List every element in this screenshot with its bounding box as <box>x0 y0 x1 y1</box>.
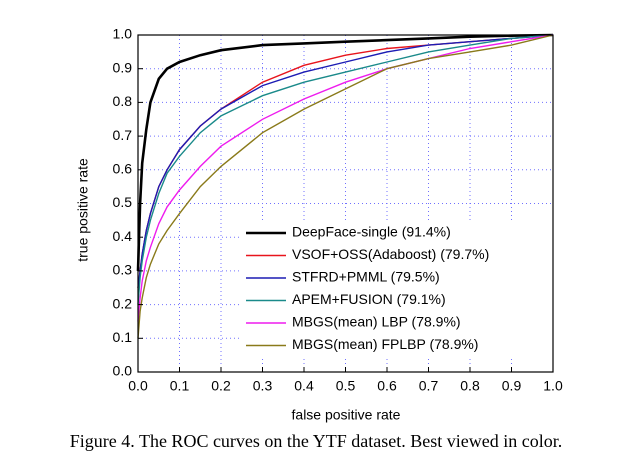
x-tick-label: 0.7 <box>419 378 439 394</box>
x-tick-label: 0.0 <box>128 378 148 394</box>
x-tick-label: 0.6 <box>377 378 397 394</box>
roc-curve <box>136 33 554 271</box>
y-tick-label: 0.1 <box>113 329 133 345</box>
x-tick-label: 0.8 <box>460 378 480 394</box>
y-tick-label: 0.9 <box>113 59 133 75</box>
y-tick-label: 0.0 <box>113 363 133 379</box>
y-tick-label: 1.0 <box>113 26 133 42</box>
legend-label: VSOF+OSS(Adaboost) (79.7%) <box>292 246 489 262</box>
caption: Figure 4. The ROC curves on the YTF data… <box>70 431 562 451</box>
x-tick-label: 1.0 <box>543 378 563 394</box>
roc-curve <box>137 34 554 305</box>
roc-curve <box>137 34 554 288</box>
x-tick-label: 0.2 <box>211 378 231 394</box>
legend-label: APEM+FUSION (79.1%) <box>292 291 446 307</box>
y-tick-label: 0.7 <box>113 127 133 143</box>
x-axis-label: false positive rate <box>292 407 401 423</box>
x-tick-label: 0.3 <box>253 378 273 394</box>
y-tick-label: 0.4 <box>113 228 133 244</box>
y-axis-label: true positive rate <box>75 158 91 262</box>
x-tick-label: 0.4 <box>294 378 314 394</box>
roc-curve <box>137 34 554 339</box>
legend-label: MBGS(mean) LBP (78.9%) <box>292 314 461 330</box>
y-tick-label: 0.6 <box>113 161 133 177</box>
legend-box <box>240 220 552 359</box>
y-tick-label: 0.3 <box>113 262 133 278</box>
x-tick-label: 0.9 <box>502 378 522 394</box>
y-tick-label: 0.2 <box>113 295 133 311</box>
x-tick-label: 0.5 <box>336 378 356 394</box>
legend-label: MBGS(mean) FPLBP (78.9%) <box>292 336 478 352</box>
y-tick-label: 0.5 <box>113 194 133 210</box>
y-tick-label: 0.8 <box>113 93 133 109</box>
legend-label: DeepFace-single (91.4%) <box>292 224 451 240</box>
legend-label: STFRD+PMML (79.5%) <box>292 269 440 285</box>
x-tick-label: 0.1 <box>170 378 190 394</box>
